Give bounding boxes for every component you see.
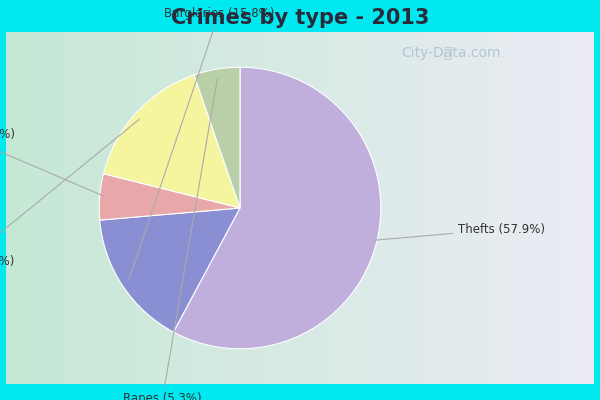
Text: Thefts (57.9%): Thefts (57.9%) [373, 223, 545, 240]
Text: City-Data.com: City-Data.com [401, 46, 500, 60]
Wedge shape [99, 174, 240, 220]
Text: Rapes (5.3%): Rapes (5.3%) [123, 79, 217, 400]
Text: Crimes by type - 2013: Crimes by type - 2013 [171, 8, 429, 28]
Text: Auto thefts (5.3%): Auto thefts (5.3%) [0, 128, 104, 196]
Text: Assaults (15.8%): Assaults (15.8%) [0, 119, 139, 268]
Wedge shape [100, 208, 240, 332]
Text: Burglaries (15.8%): Burglaries (15.8%) [129, 7, 274, 279]
Text: ⓘ: ⓘ [443, 46, 451, 60]
Wedge shape [173, 67, 381, 349]
Wedge shape [103, 75, 240, 208]
Wedge shape [194, 67, 240, 208]
